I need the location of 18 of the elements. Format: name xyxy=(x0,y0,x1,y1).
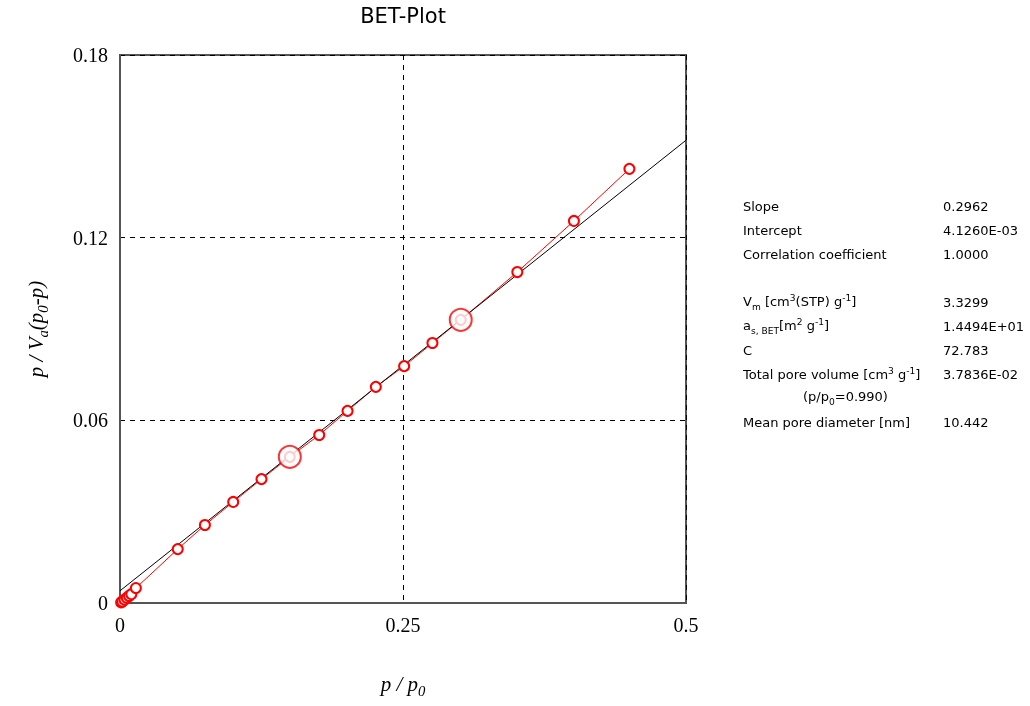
y-tick-label: 0.06 xyxy=(73,409,108,432)
chart-title: BET-Plot xyxy=(360,4,446,28)
text: Slope 0.2962 xyxy=(743,198,989,214)
x-tick-label: 0.5 xyxy=(673,614,699,636)
y-tick-label: 0.18 xyxy=(73,44,108,66)
text: a$_{s, BET}$[m$^{2}$ g$^{-1}$] 1.4494E+01 xyxy=(743,316,1025,336)
text: Mean pore diameter [nm] 10.442 xyxy=(743,414,989,430)
y-tick-label: 0 xyxy=(98,592,108,614)
x-tick-label: 0 xyxy=(115,614,125,636)
text: V$_{m}$ [cm$^{3}$(STP) g$^{-1}$] 3.3299 xyxy=(743,292,989,312)
text: Intercept 4.1260E-03 xyxy=(743,222,1018,238)
text: Correlation coefficient 1.0000 xyxy=(743,246,989,262)
x-tick-label: 0.25 xyxy=(385,614,421,636)
text: (p/p$_{0}$=0.990) xyxy=(802,389,889,407)
text: Total pore volume [cm$^{3}$ g$^{-1}$] 3.7836E-02 xyxy=(743,365,1018,383)
text: C 72.783 xyxy=(743,342,989,358)
x-axis-title: p / p$_{0}$ xyxy=(380,672,426,701)
y-tick-label: 0.12 xyxy=(73,226,108,249)
